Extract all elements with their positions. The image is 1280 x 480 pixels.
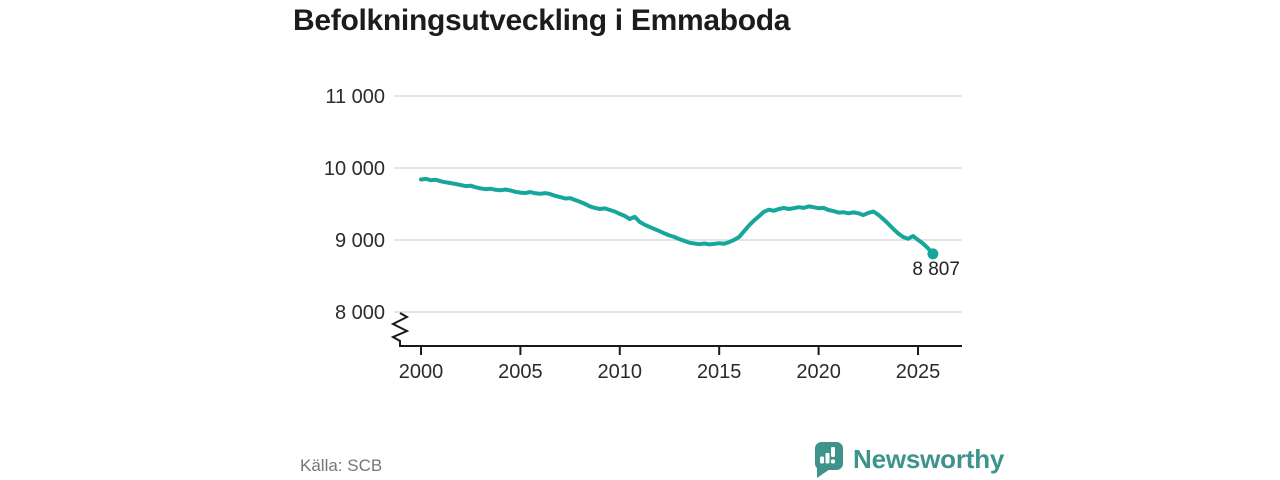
x-tick-label: 2010	[598, 361, 643, 383]
last-value-dot	[927, 248, 939, 260]
x-axis-labels: 2000 2005 2010 2015 2020 2025	[399, 361, 941, 383]
x-tick-label: 2015	[697, 361, 742, 383]
population-series-line	[419, 176, 935, 256]
y-tick-label: 11 000	[325, 86, 385, 108]
y-tick-label: 9 000	[335, 230, 385, 252]
newsworthy-bubble-chart-icon	[815, 442, 843, 478]
x-tick-label: 2025	[896, 361, 941, 383]
x-tick-label: 2020	[796, 361, 841, 383]
x-tick-label: 2000	[399, 361, 444, 383]
newsworthy-logo: Newsworthy	[811, 441, 1004, 480]
source-label: Källa: SCB	[300, 456, 383, 475]
brand-name: Newsworthy	[853, 444, 1005, 474]
y-axis-break-icon	[390, 312, 410, 346]
x-tick-label: 2005	[498, 361, 543, 383]
chart-title: Befolkningsutveckling i Emmaboda	[293, 4, 791, 37]
x-axis	[390, 312, 962, 355]
gridlines	[394, 95, 962, 313]
last-value-label: 8 807	[912, 259, 960, 280]
y-axis-labels: 11 000 10 000 9 000 8 000	[324, 86, 385, 324]
y-tick-label: 8 000	[335, 302, 385, 324]
y-tick-label: 10 000	[324, 158, 385, 180]
